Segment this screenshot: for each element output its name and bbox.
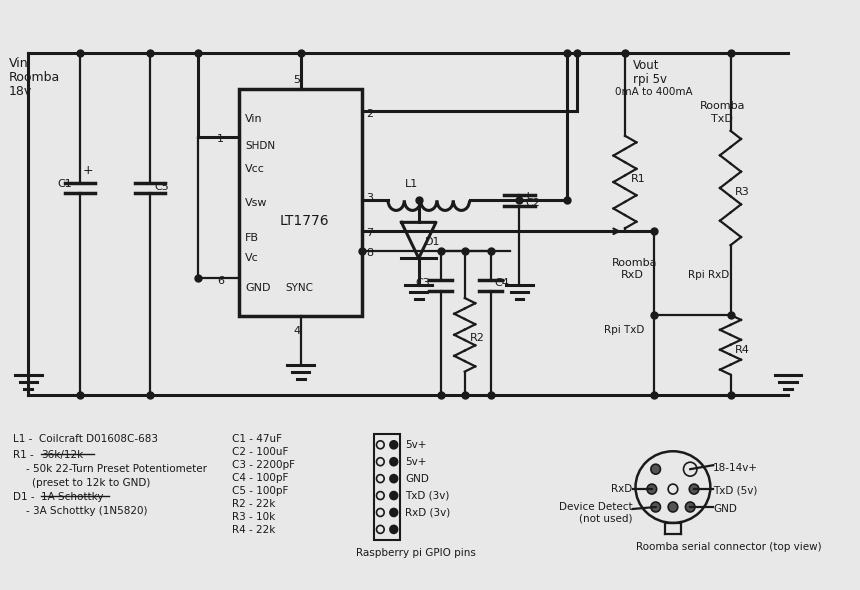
Circle shape: [390, 526, 397, 533]
Circle shape: [651, 464, 660, 474]
Circle shape: [668, 502, 678, 512]
Text: D1: D1: [425, 237, 440, 247]
Circle shape: [377, 509, 384, 516]
Text: L1: L1: [405, 179, 419, 189]
Text: C4 - 100pF: C4 - 100pF: [231, 473, 288, 483]
Text: 36k/12k: 36k/12k: [40, 450, 83, 460]
Text: L1 -  Coilcraft D01608C-683: L1 - Coilcraft D01608C-683: [13, 434, 158, 444]
Text: 5v+: 5v+: [405, 457, 427, 467]
Text: +: +: [83, 163, 94, 176]
Text: R1 -: R1 -: [13, 450, 37, 460]
Text: GND: GND: [405, 474, 429, 484]
Circle shape: [651, 502, 660, 512]
Text: Vcc: Vcc: [245, 163, 265, 173]
Text: 0mA to 400mA: 0mA to 400mA: [616, 87, 693, 97]
Text: C2: C2: [525, 198, 540, 208]
Ellipse shape: [636, 451, 710, 523]
Circle shape: [685, 502, 695, 512]
Circle shape: [647, 484, 657, 494]
Text: TxD (5v): TxD (5v): [713, 485, 758, 495]
Text: 5: 5: [293, 75, 300, 85]
Circle shape: [689, 484, 699, 494]
Text: (preset to 12k to GND): (preset to 12k to GND): [32, 478, 150, 488]
Circle shape: [377, 491, 384, 500]
Text: FB: FB: [245, 233, 259, 243]
Text: GND: GND: [713, 504, 737, 514]
Text: LT1776: LT1776: [280, 214, 329, 228]
Text: +: +: [522, 191, 533, 204]
Text: Roomba: Roomba: [9, 71, 60, 84]
Text: D1 -: D1 -: [13, 492, 38, 502]
Text: 8: 8: [366, 248, 373, 258]
Circle shape: [390, 441, 397, 449]
Text: 3: 3: [366, 194, 373, 204]
Text: R4: R4: [735, 345, 750, 355]
Text: C3: C3: [416, 278, 431, 288]
Circle shape: [390, 458, 397, 466]
Circle shape: [377, 526, 384, 533]
Text: RxD: RxD: [621, 270, 644, 280]
Text: 1: 1: [217, 134, 224, 144]
Text: TxD (3v): TxD (3v): [405, 490, 450, 500]
Text: C1: C1: [57, 179, 71, 189]
Text: Roomba: Roomba: [611, 258, 657, 268]
Circle shape: [377, 458, 384, 466]
Circle shape: [390, 474, 397, 483]
Text: Roomba: Roomba: [700, 101, 746, 111]
Text: Vin: Vin: [245, 114, 262, 124]
Bar: [239, 89, 362, 316]
Text: - 50k 22-Turn Preset Potentiometer: - 50k 22-Turn Preset Potentiometer: [27, 464, 207, 474]
Circle shape: [377, 474, 384, 483]
Text: C3 - 2200pF: C3 - 2200pF: [231, 460, 295, 470]
Text: C1 - 47uF: C1 - 47uF: [231, 434, 281, 444]
Text: C5: C5: [154, 182, 169, 192]
Bar: [373, 434, 401, 540]
Text: RxD: RxD: [611, 484, 633, 494]
Text: R1: R1: [630, 174, 646, 184]
Circle shape: [668, 484, 678, 494]
Circle shape: [390, 491, 397, 500]
Text: (not used): (not used): [579, 514, 633, 524]
Text: Rpi RxD: Rpi RxD: [688, 270, 729, 280]
Text: Raspberry pi GPIO pins: Raspberry pi GPIO pins: [356, 548, 476, 558]
Text: SYNC: SYNC: [286, 283, 313, 293]
Text: 7: 7: [366, 228, 373, 238]
Text: RxD (3v): RxD (3v): [405, 507, 451, 517]
Text: 5v+: 5v+: [405, 440, 427, 450]
Text: Vsw: Vsw: [245, 198, 267, 208]
Text: Vc: Vc: [245, 253, 259, 263]
Text: R4 - 22k: R4 - 22k: [231, 525, 275, 535]
Text: rpi 5v: rpi 5v: [633, 73, 667, 86]
Text: C4: C4: [494, 278, 509, 288]
Circle shape: [377, 441, 384, 449]
Text: 6: 6: [217, 276, 224, 286]
Text: Device Detect: Device Detect: [559, 502, 633, 512]
Text: TxD: TxD: [711, 114, 734, 124]
Text: 18-14v+: 18-14v+: [713, 463, 759, 473]
Text: Vin: Vin: [9, 57, 28, 70]
Text: GND: GND: [245, 283, 271, 293]
Text: Vout: Vout: [633, 59, 659, 72]
Text: - 3A Schottky (1N5820): - 3A Schottky (1N5820): [27, 506, 148, 516]
Text: C2 - 100uF: C2 - 100uF: [231, 447, 288, 457]
Text: R3: R3: [735, 186, 750, 196]
Text: R2: R2: [470, 333, 484, 343]
Text: SHDN: SHDN: [245, 141, 275, 150]
Text: 2: 2: [366, 109, 373, 119]
Text: 1A Schottky: 1A Schottky: [40, 492, 103, 502]
Circle shape: [684, 462, 697, 476]
Text: Roomba serial connector (top view): Roomba serial connector (top view): [636, 542, 822, 552]
Text: C5 - 100pF: C5 - 100pF: [231, 486, 288, 496]
Text: 18v: 18v: [9, 85, 33, 98]
Circle shape: [390, 509, 397, 516]
Text: Rpi TxD: Rpi TxD: [604, 325, 644, 335]
Text: 4: 4: [293, 326, 300, 336]
Text: R3 - 10k: R3 - 10k: [231, 512, 275, 522]
Text: R2 - 22k: R2 - 22k: [231, 499, 275, 509]
